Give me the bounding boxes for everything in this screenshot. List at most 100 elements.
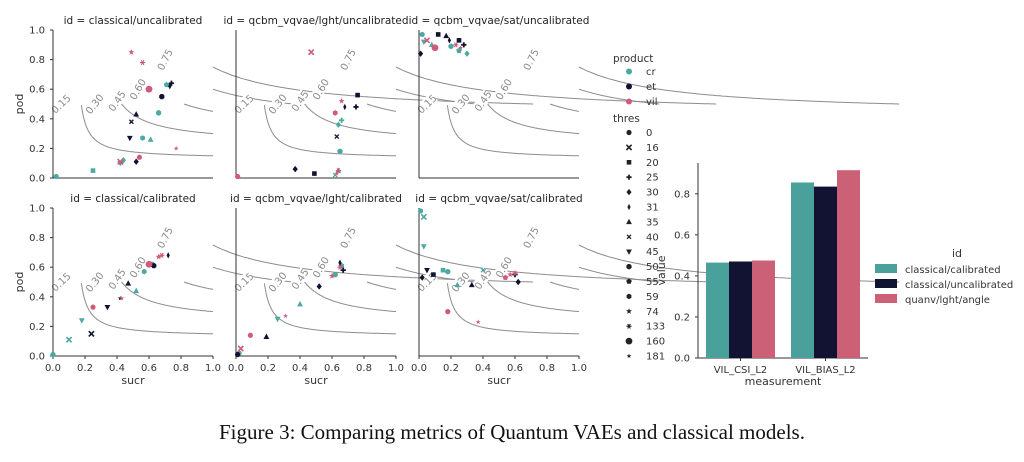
data-point: [292, 165, 298, 173]
contour-label: 0.75: [339, 226, 359, 251]
legend-label: 30: [646, 188, 659, 199]
legend-label: 25: [646, 173, 659, 184]
legend-marker: [626, 83, 632, 90]
legend-marker: [626, 129, 632, 136]
data-point: [420, 244, 427, 250]
data-point: [443, 32, 450, 39]
x-axis-label: sucr: [487, 374, 511, 387]
legend-marker: [626, 234, 632, 240]
data-point: [90, 168, 96, 173]
contour-label-bg: [232, 92, 255, 115]
contour-label-bg: [289, 267, 310, 291]
legend-title-thres: thres: [613, 113, 640, 125]
legend-label: 74: [646, 307, 659, 318]
data-point: [453, 42, 459, 48]
csi-contour: [446, 283, 579, 335]
data-point: [458, 45, 464, 50]
legend-marker: [626, 98, 632, 105]
csi-contour: [263, 283, 396, 335]
csi-contour: [549, 103, 580, 112]
panel-title: id = classical/uncalibrated: [64, 15, 203, 27]
contour-label-bg: [449, 270, 471, 293]
data-point: [332, 272, 338, 278]
data-point: [128, 119, 134, 125]
y-tick-label: 1.0: [29, 26, 45, 37]
figure-caption: Figure 3: Comparing metrics of Quantum V…: [219, 420, 805, 444]
contour-label: 0.30: [267, 270, 290, 294]
legend-label: 181: [646, 352, 665, 363]
legend-marker: [626, 353, 632, 359]
csi-contour: [121, 103, 214, 135]
legend-label: 160: [646, 337, 665, 348]
contour-label-bg: [155, 225, 175, 249]
data-point: [312, 171, 317, 176]
contour-label: 0.45: [473, 89, 495, 114]
panel-title: id = classical/calibrated: [70, 193, 195, 205]
csi-contour: [263, 105, 396, 157]
y-tick-label: 0.8: [29, 233, 45, 244]
legend-marker: [625, 144, 633, 151]
csi-contour: [395, 66, 717, 105]
data-point: [507, 271, 514, 278]
bar-legend-swatch: [875, 279, 897, 288]
data-point: [53, 173, 59, 180]
contour-label: 0.75: [156, 48, 176, 73]
data-point: [448, 43, 454, 49]
contour-label-bg: [83, 270, 105, 293]
legend-marker: [627, 203, 631, 211]
legend-marker: [626, 174, 632, 180]
legend-marker: [626, 218, 632, 225]
csi-contour: [578, 88, 660, 105]
legend-label: 31: [646, 203, 659, 214]
csi-contour: [183, 281, 214, 290]
contour-label: 0.75: [339, 48, 359, 73]
x-tick-label: 0.2: [260, 363, 276, 374]
contour-label: 0.45: [107, 89, 129, 114]
x-tick-label: 0.6: [324, 363, 340, 374]
contour-label: 0.45: [107, 267, 129, 292]
data-point: [316, 283, 322, 290]
legend-label: et: [646, 82, 656, 93]
x-tick-label: 1.0: [388, 363, 404, 374]
bar: [837, 170, 860, 358]
contour-label-bg: [127, 77, 148, 101]
contour-label: 0.60: [494, 77, 515, 102]
csi-contour: [183, 103, 214, 112]
scatter-legend: product cr et vil thres 0 16 20 25 30 31 35 40 45 50 55…: [613, 53, 665, 363]
bar-legend-label: quanv/lght/angle: [905, 295, 990, 306]
data-point: [334, 134, 340, 140]
data-point: [338, 259, 342, 266]
data-point: [515, 278, 521, 286]
contour-label: 0.45: [290, 267, 312, 292]
contour-label-bg: [472, 267, 493, 291]
y-tick-label: 0.4: [29, 292, 45, 303]
legend-label: 40: [646, 232, 659, 243]
contour-label-bg: [49, 270, 72, 293]
legend-label: 133: [646, 322, 665, 333]
data-point: [237, 345, 244, 352]
data-point: [168, 80, 174, 86]
legend-label: 55: [646, 277, 659, 288]
data-point: [461, 42, 467, 48]
data-point: [419, 31, 425, 38]
contour-label: 0.30: [267, 92, 290, 116]
data-point: [136, 154, 142, 160]
x-tick-label: 1.0: [571, 363, 587, 374]
x-tick-label: 0.8: [539, 363, 555, 374]
data-point: [128, 49, 135, 55]
data-point: [159, 252, 165, 258]
data-point: [90, 304, 96, 310]
data-point: [431, 44, 439, 52]
data-point: [156, 110, 162, 116]
legend-marker: [626, 68, 632, 75]
data-point: [337, 264, 343, 270]
csi-contour: [487, 103, 580, 135]
data-point: [456, 47, 462, 54]
data-point: [435, 32, 441, 37]
y-tick-label: 0.8: [29, 55, 45, 66]
data-point: [308, 49, 315, 56]
